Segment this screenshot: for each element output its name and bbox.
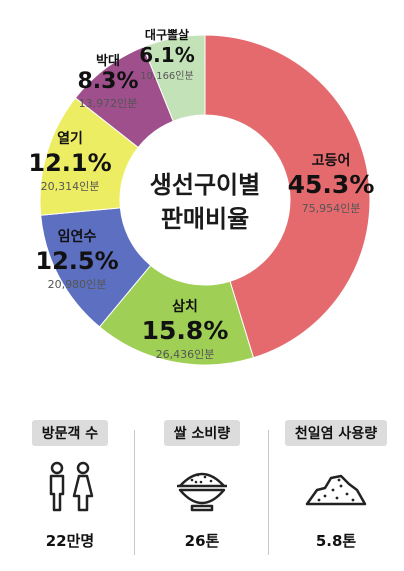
slice-value: 26,436인분 — [155, 348, 215, 361]
slice-value: 10,166인분 — [140, 71, 194, 82]
divider — [268, 430, 269, 555]
slice-name: 임연수 — [57, 229, 97, 245]
slice-name: 고등어 — [311, 153, 351, 169]
slice-label-daegu: 대구뽈살 6.1% 10,166인분 — [139, 26, 194, 82]
stat-visitors: 방문객 수 22만명 — [10, 420, 130, 551]
slice-percent: 45.3% — [287, 170, 375, 199]
slice-name: 삼치 — [172, 299, 198, 315]
slice-name: 열기 — [57, 131, 83, 147]
slice-label-yeolgi: 열기 12.1% 20,314인분 — [28, 128, 111, 194]
slice-value: 20,314인분 — [40, 180, 100, 193]
stat-value: 5.8톤 — [315, 532, 357, 550]
slice-name: 대구뽈살 — [144, 28, 190, 42]
slice-label-godeungeo: 고등어 45.3% 75,954인분 — [288, 150, 375, 216]
stat-value: 26톤 — [184, 532, 220, 550]
slice-percent: 15.8% — [141, 316, 229, 345]
people-icon — [49, 461, 94, 512]
slice-percent: 12.5% — [35, 247, 119, 275]
stat-salt: 천일염 사용량 5.8톤 — [276, 420, 396, 551]
stats-row: 방문객 수 22만명 쌀 소비량 — [0, 420, 404, 571]
rice-bowl-icon — [177, 472, 227, 512]
slice-percent: 6.1% — [139, 43, 195, 67]
stat-label: 천일염 사용량 — [284, 420, 388, 446]
donut-slice — [204, 34, 371, 359]
slice-label-imyeonsu: 임연수 12.5% 20,980인분 — [35, 226, 118, 292]
slice-label-bakdae: 박대 8.3% 13,972인분 — [77, 50, 138, 111]
slice-value: 75,954인분 — [301, 202, 361, 215]
donut-slice — [98, 264, 255, 366]
salt-pile-icon — [305, 474, 367, 506]
slice-value: 13,972인분 — [78, 97, 138, 110]
slice-percent: 12.1% — [28, 149, 112, 177]
chart-title-line-2: 판매비율 — [160, 205, 250, 233]
stat-rice: 쌀 소비량 26톤 — [142, 420, 262, 551]
slice-label-samchi: 삼치 15.8% 26,436인분 — [142, 296, 229, 362]
stat-label: 쌀 소비량 — [163, 420, 241, 446]
slice-percent: 8.3% — [77, 69, 139, 94]
donut-slice — [142, 34, 206, 122]
divider — [134, 430, 135, 555]
donut-chart — [39, 34, 371, 366]
slice-value: 20,980인분 — [47, 278, 107, 291]
stat-value: 22만명 — [45, 532, 95, 550]
stat-label: 방문객 수 — [31, 420, 109, 446]
slice-name: 박대 — [96, 54, 120, 69]
chart-title-line-1: 생선구이별 — [149, 171, 261, 199]
